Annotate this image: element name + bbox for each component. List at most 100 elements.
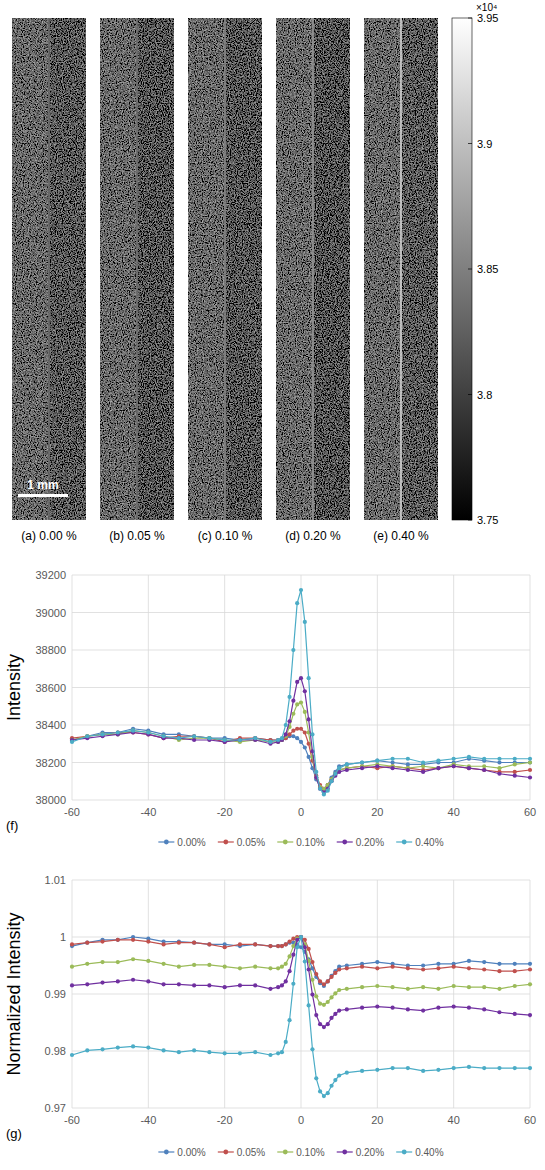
- data-point: [333, 772, 337, 776]
- left-region: [276, 18, 313, 520]
- data-point: [131, 729, 135, 733]
- data-point: [131, 978, 135, 982]
- data-point: [85, 734, 89, 738]
- x-tick-label: -20: [217, 806, 233, 818]
- data-point: [276, 738, 280, 742]
- data-point: [299, 700, 303, 704]
- data-point: [207, 1050, 211, 1054]
- legend-marker: [402, 1150, 407, 1155]
- data-point: [482, 960, 486, 964]
- data-point: [162, 1048, 166, 1052]
- series-line: [72, 678, 530, 792]
- data-point: [253, 965, 257, 969]
- data-point: [207, 736, 211, 740]
- data-point: [497, 757, 501, 761]
- data-point: [253, 736, 257, 740]
- data-point: [177, 736, 181, 740]
- legend-label: 0.20%: [356, 837, 384, 848]
- grid-line: [224, 880, 225, 1108]
- data-point: [391, 985, 395, 989]
- data-point: [276, 738, 280, 742]
- data-point: [528, 962, 532, 966]
- colorbar-tick-label: 3.75: [477, 514, 498, 526]
- data-point: [333, 971, 337, 975]
- data-point: [207, 963, 211, 967]
- series-line: [72, 937, 530, 1096]
- data-point: [299, 935, 303, 939]
- panel-letter: (g): [6, 1126, 22, 1141]
- legend-label: 0.10%: [296, 837, 324, 848]
- panel-label: (c) 0.10 %: [198, 529, 253, 543]
- data-point: [528, 757, 532, 761]
- data-point: [268, 740, 272, 744]
- legend-label: 0.40%: [415, 1147, 443, 1158]
- data-point: [238, 738, 242, 742]
- data-point: [287, 695, 291, 699]
- data-point: [337, 1073, 341, 1077]
- data-point: [482, 1007, 486, 1011]
- data-point: [482, 1066, 486, 1070]
- data-point: [223, 1051, 227, 1055]
- data-point: [70, 965, 74, 969]
- data-point: [280, 983, 284, 987]
- data-point: [280, 944, 284, 948]
- data-point: [291, 648, 295, 652]
- series-line: [72, 937, 530, 986]
- data-point: [116, 730, 120, 734]
- data-point: [406, 1007, 410, 1011]
- data-point: [146, 939, 150, 943]
- data-point: [421, 1069, 425, 1073]
- data-point: [291, 953, 295, 957]
- data-point: [436, 1068, 440, 1072]
- data-point: [421, 1008, 425, 1012]
- legend-label: 0.05%: [237, 1147, 265, 1158]
- data-point: [291, 982, 295, 986]
- x-tick-label: 40: [448, 806, 460, 818]
- data-point: [303, 620, 307, 624]
- data-point: [303, 689, 307, 693]
- data-point: [333, 1078, 337, 1082]
- data-point: [295, 945, 299, 949]
- image-panel: [276, 18, 350, 520]
- data-point: [177, 982, 181, 986]
- edge-line: [48, 18, 50, 520]
- data-point: [318, 787, 322, 791]
- data-point: [284, 979, 288, 983]
- data-point: [177, 941, 181, 945]
- data-point: [326, 789, 330, 793]
- data-point: [192, 983, 196, 987]
- data-point: [391, 757, 395, 761]
- data-point: [207, 736, 211, 740]
- panel-label: (e) 0.40 %: [373, 529, 429, 543]
- panel-label: (b) 0.05 %: [109, 529, 165, 543]
- colorbar-tick: [468, 18, 472, 19]
- data-point: [162, 734, 166, 738]
- right-region: [401, 18, 438, 520]
- series-line: [72, 703, 530, 789]
- data-point: [333, 991, 337, 995]
- data-point: [360, 1006, 364, 1010]
- data-point: [314, 994, 318, 998]
- data-point: [375, 1004, 379, 1008]
- data-point: [318, 1002, 322, 1006]
- y-tick-label: 0.97: [45, 1102, 66, 1114]
- legend-item: 0.00%: [158, 837, 205, 848]
- colorbar-tick: [468, 269, 472, 270]
- data-point: [223, 965, 227, 969]
- data-point: [528, 760, 532, 764]
- data-point: [436, 759, 440, 763]
- data-point: [375, 984, 379, 988]
- data-point: [131, 729, 135, 733]
- y-tick-label: 38600: [35, 682, 66, 694]
- grid-line: [301, 575, 302, 800]
- data-point: [360, 760, 364, 764]
- right-region: [313, 18, 350, 520]
- image-panel: [188, 18, 262, 520]
- data-point: [238, 966, 242, 970]
- legend-item: 0.20%: [337, 1147, 384, 1158]
- data-point: [310, 732, 314, 736]
- data-point: [528, 760, 532, 764]
- data-point: [436, 966, 440, 970]
- data-point: [85, 734, 89, 738]
- data-point: [360, 985, 364, 989]
